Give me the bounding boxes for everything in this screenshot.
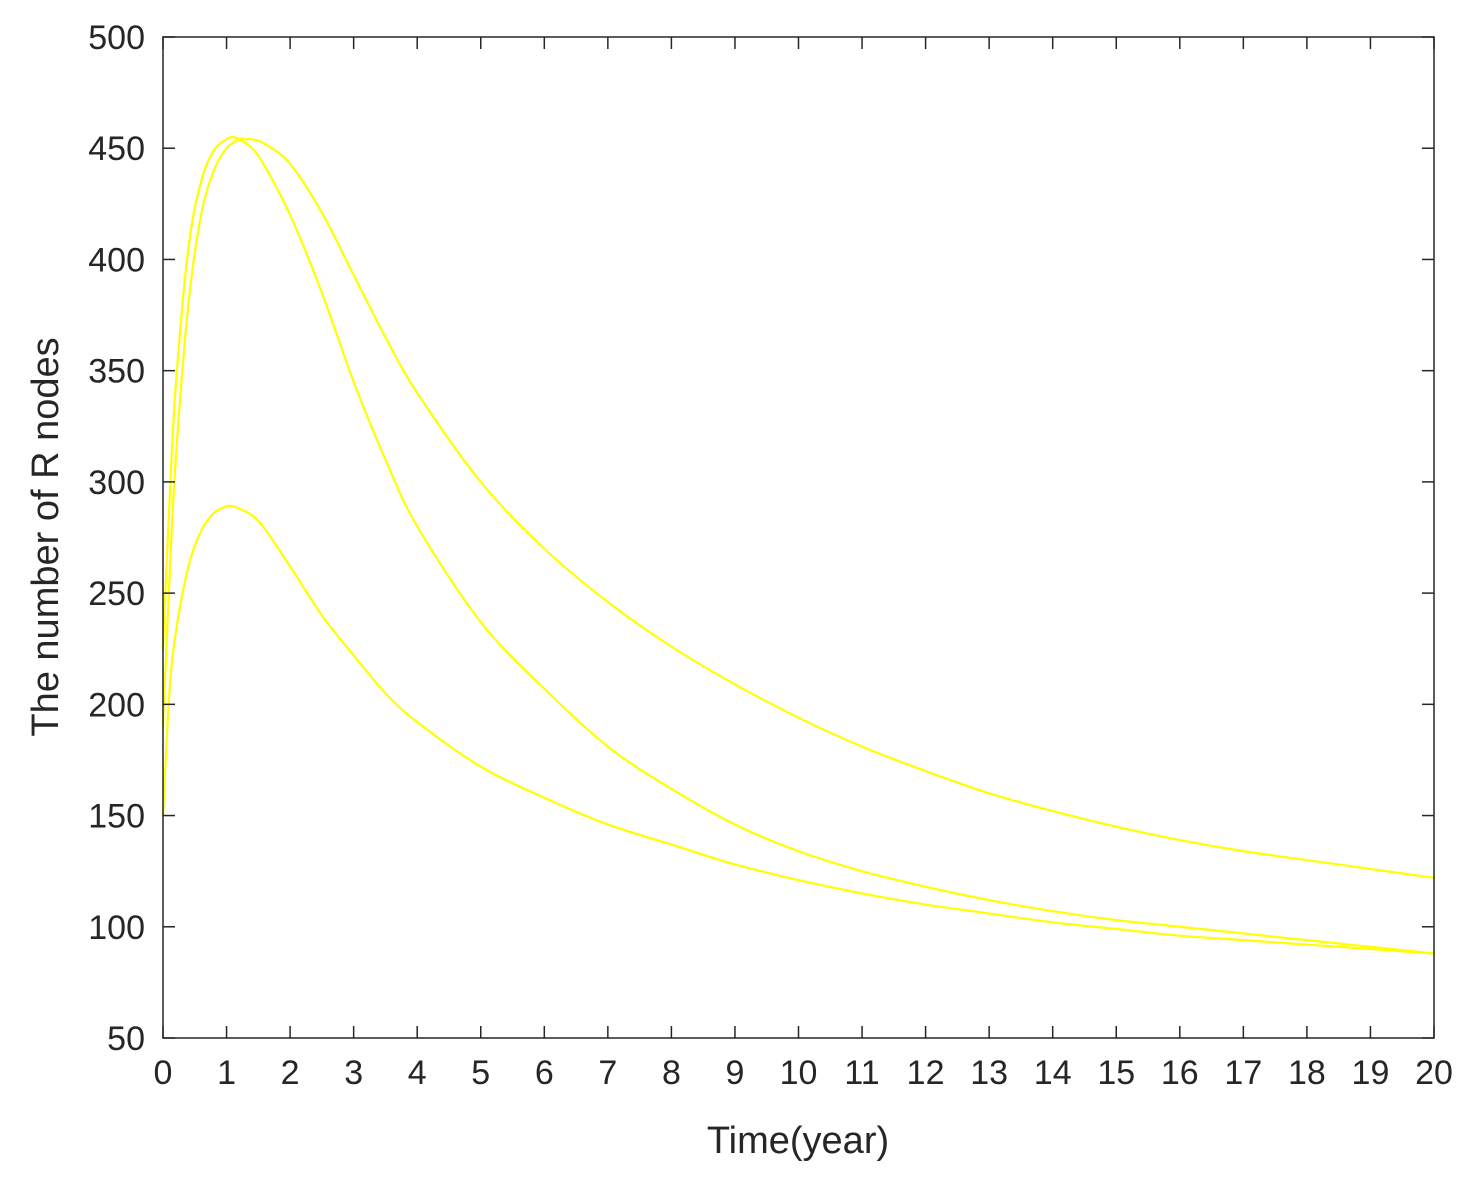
x-tick-label: 3 xyxy=(344,1054,363,1092)
x-tick-label: 16 xyxy=(1161,1054,1199,1092)
x-tick-label: 13 xyxy=(970,1054,1008,1092)
y-axis-title: The number of R nodes xyxy=(25,337,67,736)
y-tick-label: 500 xyxy=(88,19,145,57)
x-tick-label: 0 xyxy=(154,1054,173,1092)
tick-layer: 0 1 2 3 4 5 6 7 8 9 10 11 12 13 14 15 16 17 18 19 2050100150… xyxy=(88,19,1453,1092)
y-tick-label: 250 xyxy=(88,575,145,613)
plot-background xyxy=(163,37,1434,1038)
plot-frame xyxy=(162,36,1435,1039)
y-tick-label: 200 xyxy=(88,686,145,724)
y-tick-label: 300 xyxy=(88,464,145,502)
x-axis-title: Time(year) xyxy=(707,1120,889,1162)
series-line-1 xyxy=(161,504,1436,955)
x-tick-label: 5 xyxy=(471,1054,490,1092)
series-line-2 xyxy=(161,136,1436,955)
x-tick-label: 11 xyxy=(844,1054,879,1092)
y-tick-label: 400 xyxy=(88,241,145,279)
x-tick-label: 10 xyxy=(780,1054,818,1092)
series-line-3 xyxy=(161,137,1436,879)
y-tick-label: 50 xyxy=(107,1020,145,1058)
x-tick-label: 15 xyxy=(1097,1054,1135,1092)
x-tick-label: 17 xyxy=(1224,1054,1262,1092)
y-tick-label: 100 xyxy=(88,909,145,947)
x-tick-label: 18 xyxy=(1288,1054,1326,1092)
x-tick-label: 14 xyxy=(1034,1054,1072,1092)
y-tick-label: 150 xyxy=(88,798,145,836)
x-tick-label: 19 xyxy=(1352,1054,1390,1092)
x-tick-label: 1 xyxy=(217,1054,236,1092)
x-tick-label: 9 xyxy=(725,1054,744,1092)
x-tick-label: 2 xyxy=(281,1054,300,1092)
y-tick-label: 350 xyxy=(88,353,145,391)
x-tick-label: 4 xyxy=(408,1054,427,1092)
x-tick-label: 7 xyxy=(598,1054,617,1092)
x-tick-label: 12 xyxy=(907,1054,945,1092)
x-tick-label: 8 xyxy=(662,1054,681,1092)
x-tick-label: 20 xyxy=(1415,1054,1453,1092)
x-tick-label: 6 xyxy=(535,1054,554,1092)
y-tick-label: 450 xyxy=(88,130,145,168)
series-layer xyxy=(161,136,1436,955)
